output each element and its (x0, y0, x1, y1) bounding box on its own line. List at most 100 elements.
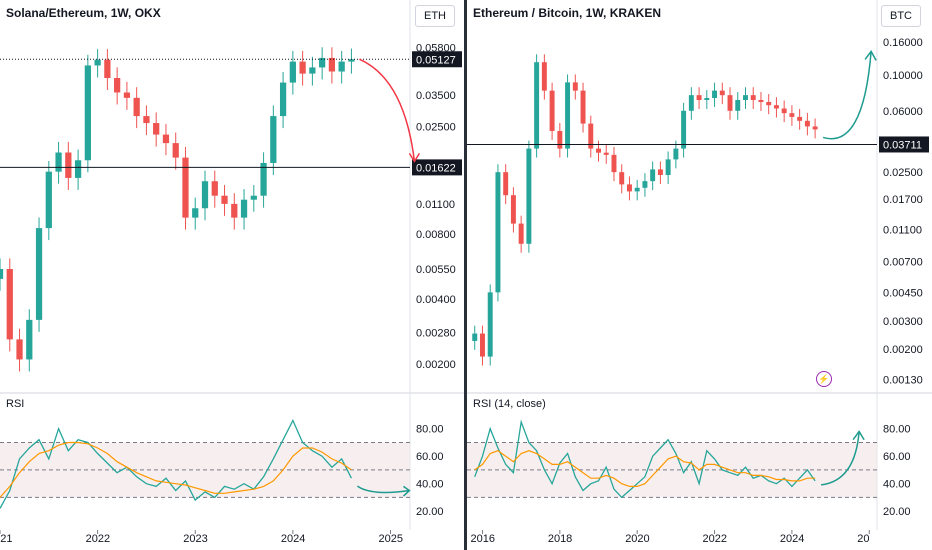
y-tick-label: 0.03500 (416, 90, 456, 102)
candle-body (534, 62, 540, 149)
candle-body (172, 143, 179, 158)
y-tick-label: 0.00200 (416, 359, 456, 371)
panel-divider[interactable] (464, 0, 467, 550)
candle-body (250, 195, 257, 200)
rsi-tick-label: 60.00 (883, 451, 911, 463)
candle-body (16, 339, 23, 360)
y-tick-label: 0.00200 (883, 344, 923, 356)
candle-body (804, 120, 810, 127)
y-tick-label: 0.00800 (416, 229, 456, 241)
candle-body (338, 61, 345, 72)
rsi-tick-label: 80.00 (883, 424, 911, 436)
candle-body (673, 148, 679, 160)
arrowhead (864, 50, 877, 61)
level-price-text: 0.03711 (883, 139, 922, 151)
y-tick-label: 0.06000 (883, 106, 923, 118)
candle-body (781, 108, 787, 114)
candle-body (572, 82, 578, 91)
candle-body (472, 333, 478, 341)
candle-body (626, 184, 632, 192)
candle-body (270, 116, 277, 163)
candle-body (758, 99, 764, 103)
x-tick-label: 2020 (625, 533, 649, 545)
arrowhead (408, 152, 421, 163)
candle-body (611, 154, 617, 173)
candle-body (596, 148, 601, 153)
projection-arrow (359, 58, 416, 162)
candle-body (328, 57, 336, 72)
candle-body (503, 172, 509, 196)
candle-body (104, 59, 111, 78)
left-chart-svg[interactable]: 0.058000.035000.025000.011000.008000.005… (0, 0, 464, 550)
right-chart-title: Ethereum / Bitcoin, 1W, KRAKEN (473, 6, 662, 20)
candle-body (797, 116, 803, 121)
candle-body (619, 172, 625, 185)
candle-body (55, 152, 62, 172)
y-tick-label: 0.02500 (883, 167, 923, 179)
rsi-arrowhead (852, 430, 865, 441)
candle-body (240, 199, 248, 218)
candle-body (665, 159, 671, 176)
candle-body (299, 61, 306, 74)
rsi-tick-label: 40.00 (883, 479, 911, 491)
candle-body (549, 90, 555, 131)
current-price-tag (412, 51, 462, 68)
right-unit-badge[interactable]: BTC (881, 5, 921, 27)
candle-body (510, 195, 516, 224)
rsi-tick-label: 80.00 (416, 424, 444, 436)
candle-body (45, 171, 52, 229)
projection-arrow (822, 51, 872, 140)
candle-body (727, 95, 733, 111)
candle-body (26, 319, 33, 360)
candle-body (221, 195, 228, 204)
rsi-ma-line (0, 441, 352, 498)
left-unit-badge[interactable]: ETH (415, 5, 455, 27)
candle-body (153, 123, 160, 135)
y-tick-label: 0.00450 (883, 287, 923, 299)
candle-body (6, 268, 13, 340)
candle-body (289, 61, 296, 83)
candle-body (812, 126, 818, 130)
left-rsi-label: RSI (6, 398, 25, 410)
candle-body (603, 152, 609, 155)
y-tick-label: 0.01100 (883, 225, 922, 237)
right-chart-svg[interactable]: 0.16000 0.10000 0.06000 0.02500 0.01700 0.011… (467, 0, 932, 550)
candle-body (688, 95, 694, 111)
x-tick-label: 2016 (470, 533, 494, 545)
rsi-line (474, 419, 816, 499)
y-tick-label: 0.01700 (883, 194, 923, 206)
candle-body (319, 57, 326, 68)
y-tick-label: 0.00300 (883, 316, 923, 328)
candle-body (94, 59, 101, 66)
candle-body (735, 99, 741, 111)
candle-body (182, 157, 189, 218)
candle-body (750, 95, 756, 100)
candle-body (211, 181, 218, 196)
lightning-icon[interactable]: ⚡ (816, 371, 832, 387)
candle-body (743, 95, 748, 100)
y-tick-label: 0.00400 (416, 294, 456, 306)
rsi-arrowhead (402, 485, 411, 497)
candle-body (642, 181, 648, 188)
y-tick-label: 0.01100 (416, 199, 455, 211)
candle-body (657, 169, 663, 176)
candle-body (704, 98, 710, 100)
candle-body (557, 130, 563, 149)
x-tick-label: 2022 (86, 533, 110, 545)
y-tick-label: 0.00550 (416, 264, 456, 276)
x-tick-label: 2024 (281, 533, 305, 545)
candle-body (789, 113, 795, 117)
candle-body (580, 90, 586, 124)
candle-body (192, 208, 199, 218)
x-tick-label: 2025 (378, 533, 402, 545)
rsi-tick-label: 20.00 (883, 506, 911, 518)
left-chart-title: Solana/Ethereum, 1W, OKX (6, 6, 161, 20)
candle-body (518, 223, 524, 244)
candle-body (35, 228, 43, 320)
right-rsi-label: RSI (14, close) (473, 398, 546, 410)
candle-body (526, 148, 532, 244)
candle-body (696, 95, 702, 100)
left-chart-panel: 0.05800 0.03500 0.02500 0.01100 0.00800 0.005… (0, 0, 464, 550)
y-tick-label: 0.00280 (416, 327, 456, 339)
current-price-text: 0.05127 (416, 54, 456, 66)
